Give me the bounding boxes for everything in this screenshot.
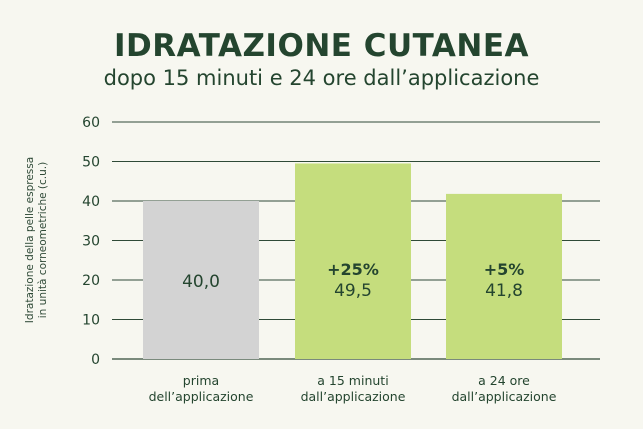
y-tick-label: 0 (91, 352, 100, 368)
bar-value-label: 40,0 (182, 272, 220, 292)
x-category-label: a 24 ore (478, 373, 530, 388)
bar-value-label: 49,5 (334, 281, 372, 301)
x-category-label: prima (183, 373, 219, 388)
x-category-label: a 15 minuti (317, 373, 388, 388)
x-category-label: dall’applicazione (452, 389, 557, 404)
y-tick-label: 50 (82, 155, 100, 171)
y-tick-label: 60 (82, 115, 100, 131)
x-category-label: dell’applicazione (149, 389, 254, 404)
bar (446, 193, 562, 359)
bar-value-label: 41,8 (485, 281, 523, 301)
y-tick-label: 30 (82, 234, 100, 250)
y-tick-label: 40 (82, 194, 100, 210)
chart-title: IDRATAZIONE CUTANEA (114, 28, 529, 64)
x-category-label: dall’applicazione (301, 389, 406, 404)
bar-change-label: +5% (484, 260, 525, 279)
y-tick-label: 20 (82, 273, 100, 289)
chart-subtitle: dopo 15 minuti e 24 ore dall’applicazion… (103, 66, 540, 90)
bar (295, 163, 411, 359)
bar (143, 201, 259, 359)
y-tick-label: 10 (82, 313, 100, 329)
bar-change-label: +25% (327, 260, 379, 279)
